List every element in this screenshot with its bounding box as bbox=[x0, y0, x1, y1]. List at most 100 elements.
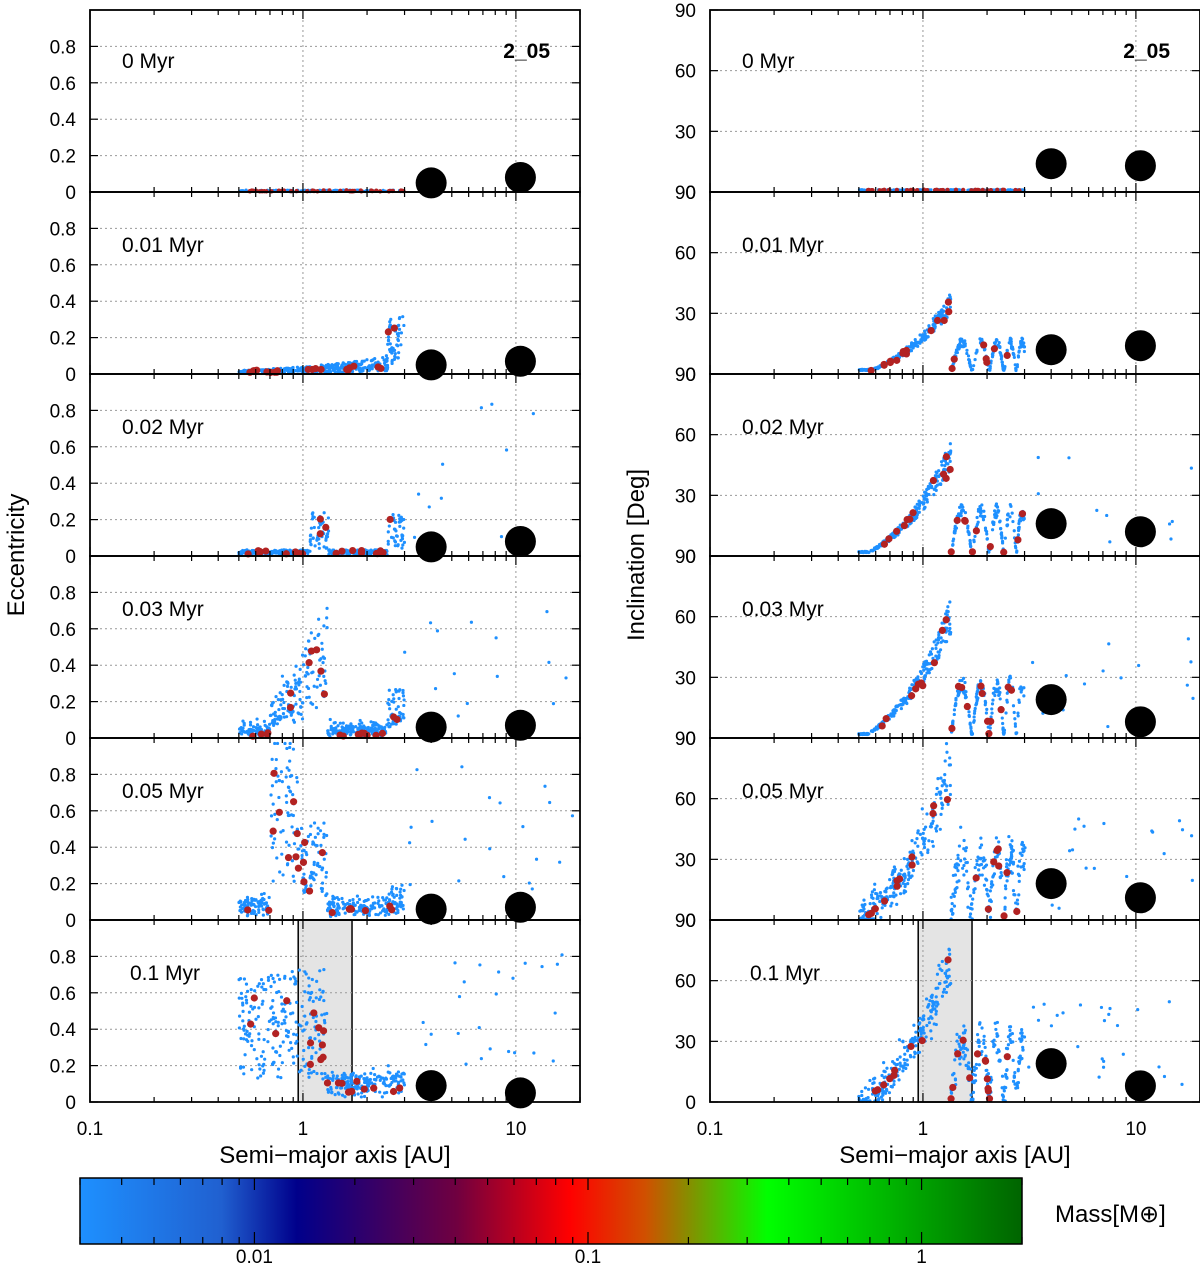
planetesimal-point bbox=[966, 881, 970, 885]
planetesimal-point bbox=[342, 727, 347, 731]
planetesimal-point bbox=[307, 976, 311, 980]
planetesimal-point bbox=[311, 670, 315, 674]
embryo-point bbox=[319, 1053, 327, 1061]
planetesimal-point bbox=[317, 674, 321, 678]
planetesimal-point bbox=[1015, 898, 1020, 902]
planetesimal-point bbox=[988, 368, 992, 372]
giant-planet-2 bbox=[504, 525, 536, 557]
planetesimal-point bbox=[487, 796, 492, 800]
planetesimal-point bbox=[1191, 696, 1195, 700]
planetesimal-point bbox=[288, 790, 293, 794]
planetesimal-point bbox=[1082, 824, 1086, 828]
embryo-point bbox=[294, 864, 303, 872]
giant-planet-1 bbox=[415, 531, 447, 563]
planetesimal-point bbox=[1012, 1074, 1016, 1078]
giant-planet-1 bbox=[415, 893, 447, 925]
planetesimal-point bbox=[343, 1073, 347, 1077]
planetesimal-point bbox=[972, 890, 976, 895]
planetesimal-point bbox=[371, 901, 375, 905]
embryo-point bbox=[389, 1087, 398, 1096]
planetesimal-point bbox=[309, 526, 313, 530]
planetesimal-point bbox=[1004, 1046, 1009, 1051]
planetesimal-point bbox=[398, 890, 402, 894]
planetesimal-point bbox=[393, 352, 397, 356]
planetesimal-point bbox=[974, 1062, 979, 1067]
planetesimal-point bbox=[995, 505, 1000, 509]
planetesimal-point bbox=[940, 308, 944, 312]
planetesimal-point bbox=[972, 715, 976, 719]
planetesimal-point bbox=[301, 663, 306, 667]
embryo-point bbox=[929, 809, 937, 818]
planetesimal-point bbox=[255, 723, 260, 727]
planetesimal-point bbox=[876, 896, 880, 900]
planetesimal-point bbox=[257, 982, 261, 986]
planetesimal-point bbox=[327, 732, 331, 737]
planetesimal-point bbox=[905, 1049, 910, 1053]
planetesimal-point bbox=[269, 973, 273, 977]
embryo-point bbox=[360, 729, 369, 737]
planetesimal-point bbox=[329, 724, 333, 728]
planetesimal-point bbox=[1102, 821, 1106, 826]
planetesimal-point bbox=[945, 984, 950, 989]
planetesimal-point bbox=[1020, 337, 1025, 341]
planetesimal-point bbox=[1101, 669, 1105, 673]
planetesimal-point bbox=[913, 1051, 917, 1056]
planetesimal-point bbox=[376, 913, 380, 917]
planetesimal-point bbox=[356, 900, 360, 905]
planetesimal-point bbox=[870, 890, 874, 894]
planetesimal-point bbox=[923, 674, 928, 678]
planetesimal-point bbox=[527, 881, 531, 885]
planetesimal-point bbox=[531, 412, 535, 416]
planetesimal-point bbox=[323, 1021, 327, 1025]
planetesimal-point bbox=[259, 904, 264, 908]
planetesimal-point bbox=[245, 989, 250, 993]
planetesimal-point bbox=[316, 832, 320, 836]
embryo-point bbox=[940, 316, 948, 325]
planetesimal-point bbox=[972, 718, 976, 723]
planetesimal-point bbox=[934, 488, 938, 493]
embryo-point bbox=[909, 509, 917, 517]
embryo-point bbox=[247, 1020, 255, 1028]
planetesimal-point bbox=[978, 514, 982, 518]
planetesimal-point bbox=[893, 867, 897, 871]
planetesimal-point bbox=[922, 842, 926, 846]
planetesimal-point bbox=[292, 720, 296, 724]
planetesimal-point bbox=[307, 1071, 311, 1075]
planetesimal-point bbox=[962, 1046, 967, 1050]
embryo-point bbox=[973, 187, 978, 193]
planetesimal-point bbox=[920, 807, 924, 811]
planetesimal-point bbox=[497, 970, 501, 974]
planetesimal-point bbox=[394, 529, 398, 533]
planetesimal-point bbox=[259, 1054, 264, 1058]
planetesimal-point bbox=[392, 697, 396, 701]
planetesimal-point bbox=[570, 814, 575, 818]
planetesimal-point bbox=[1077, 817, 1081, 821]
planetesimal-point bbox=[998, 697, 1002, 701]
planetesimal-point bbox=[262, 1037, 266, 1042]
planetesimal-point bbox=[998, 875, 1002, 879]
planetesimal-point bbox=[981, 515, 985, 520]
planetesimal-point bbox=[292, 673, 296, 677]
planetesimal-point bbox=[292, 879, 296, 883]
planetesimal-point bbox=[343, 1095, 347, 1099]
planetesimal-point bbox=[932, 493, 936, 497]
planetesimal-point bbox=[319, 995, 323, 999]
planetesimal-point bbox=[241, 1027, 246, 1031]
embryo-point bbox=[886, 358, 894, 367]
planetesimal-point bbox=[269, 814, 274, 818]
planetesimal-point bbox=[397, 1091, 401, 1095]
planetesimal-point bbox=[284, 775, 288, 779]
planetesimal-point bbox=[948, 305, 952, 309]
planetesimal-point bbox=[317, 546, 321, 550]
planetesimal-point bbox=[274, 757, 278, 762]
planetesimal-point bbox=[1001, 367, 1005, 371]
planetesimal-point bbox=[289, 685, 293, 689]
embryo-point bbox=[882, 715, 890, 723]
embryo-point bbox=[315, 1024, 323, 1032]
planetesimal-point bbox=[1162, 852, 1166, 856]
planetesimal-point bbox=[553, 1011, 557, 1015]
planetesimal-point bbox=[358, 369, 362, 374]
planetesimal-point bbox=[910, 683, 914, 687]
embryo-point bbox=[963, 702, 971, 711]
planetesimal-point bbox=[359, 1095, 363, 1099]
